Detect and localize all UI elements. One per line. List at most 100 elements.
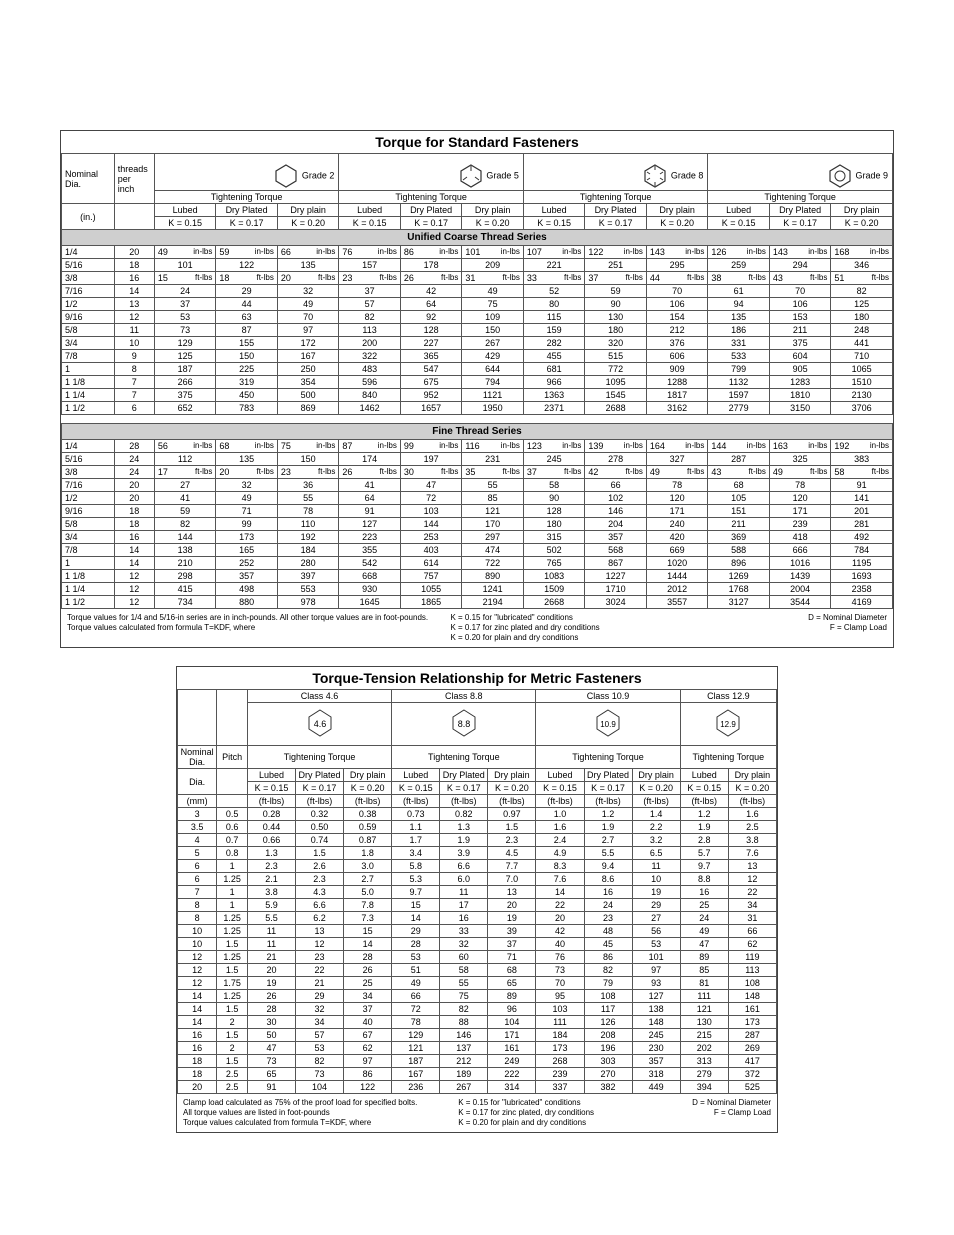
table-row: 141.5283237728296103117138121161 xyxy=(178,1003,777,1016)
hex-icon: 8.8 xyxy=(449,708,479,738)
table2-title: Torque-Tension Relationship for Metric F… xyxy=(177,667,777,689)
table-row: 61.252.12.32.75.36.07.07.68.6108.812 xyxy=(178,873,777,886)
t2-icon-1: 8.8 xyxy=(392,703,536,746)
table-row: 182.5657386167189222239270318279372 xyxy=(178,1068,777,1081)
t1-foot-c1: D = Nominal Diameter xyxy=(728,613,887,623)
hex-icon xyxy=(827,163,853,189)
t1-head-grades: Nominal Dia. threads per inch Grade 2 Gr… xyxy=(62,154,893,191)
t1-fine-body: 1/42856in-lbs68in-lbs75in-lbs87in-lbs99i… xyxy=(62,440,893,609)
table-row: 141.2526293466758995108127111148 xyxy=(178,990,777,1003)
svg-text:12.9: 12.9 xyxy=(721,720,737,729)
t1-tt-1: Tightening Torque xyxy=(339,191,524,204)
t2-icon-0: 4.6 xyxy=(247,703,391,746)
table-row: 7/1620273236414755586678687891 xyxy=(62,479,893,492)
t1-tt-2: Tightening Torque xyxy=(523,191,708,204)
table2: Class 4.6 Class 8.8 Class 10.9 Class 12.… xyxy=(177,689,777,1094)
t2-head-icons: 4.6 8.8 10.9 12.9 xyxy=(178,703,777,746)
t1-head-k: K = 0.15K = 0.17K = 0.20 K = 0.15K = 0.1… xyxy=(62,217,893,230)
t2-foot-b3: K = 0.20 for plain and dry conditions xyxy=(458,1118,646,1128)
t2-icon-2: 10.9 xyxy=(536,703,680,746)
table-row: 181.5738297187212249268303357313417 xyxy=(178,1055,777,1068)
table-row: 1 1/266527838691462165719502371268831622… xyxy=(62,402,893,415)
table-row: 3/41012915517220022726728232037633137544… xyxy=(62,337,893,350)
t1-foot-c2: F = Clamp Load xyxy=(728,623,887,633)
table-row: 1423034407888104111126148130173 xyxy=(178,1016,777,1029)
metric-fasteners-card: Torque-Tension Relationship for Metric F… xyxy=(176,666,778,1133)
table-row: 1/42049in-lbs59in-lbs66in-lbs76in-lbs86i… xyxy=(62,246,893,259)
table-row: 7/1614242932374249525970617082 xyxy=(62,285,893,298)
t1-foot-b2: K = 0.17 for zinc plated and dry conditi… xyxy=(450,623,715,633)
t2-head-k: K = 0.15K = 0.17K = 0.20 K = 0.15K = 0.1… xyxy=(178,782,777,795)
table-row: 3/82417ft-lbs20ft-lbs23ft-lbs26ft-lbs30f… xyxy=(62,466,893,479)
t2-head-tt: Nominal Dia. Pitch Tightening Torque Tig… xyxy=(178,746,777,769)
t2-foot-c2: F = Clamp Load xyxy=(658,1108,771,1118)
t2-footnotes: Clamp load calculated as 75% of the proo… xyxy=(177,1094,777,1132)
t1-fine-header: Fine Thread Series xyxy=(62,424,893,440)
t1-grade9: Grade 9 xyxy=(708,154,893,191)
t1-dia-label: Nominal Dia. xyxy=(62,154,115,204)
table-row: 121.7519212549556570799381108 xyxy=(178,977,777,990)
table-row: 3/41614417319222325329731535742036941849… xyxy=(62,531,893,544)
hex-icon xyxy=(458,163,484,189)
t2-class-3: Class 12.9 xyxy=(680,690,776,703)
table-row: 5/8188299110127144170180204240211239281 xyxy=(62,518,893,531)
table-row: 1 1/812298357397668757890108312271444126… xyxy=(62,570,893,583)
hex-icon: 10.9 xyxy=(593,708,623,738)
table-row: 1 1/872663193545966757949661095128811321… xyxy=(62,376,893,389)
t2-foot-c1: D = Nominal Diameter xyxy=(658,1098,771,1108)
table-row: 9/16125363708292109115130154135153180 xyxy=(62,311,893,324)
t2-foot-a1: Clamp load calculated as 75% of the proo… xyxy=(183,1098,446,1108)
svg-text:4.6: 4.6 xyxy=(313,719,326,729)
table-row: 5/16181011221351571782092212512952592943… xyxy=(62,259,893,272)
t1-tt-3: Tightening Torque xyxy=(708,191,893,204)
t2-icon-3: 12.9 xyxy=(680,703,776,746)
t2-body: 30.50.280.320.380.730.820.971.01.21.41.2… xyxy=(178,808,777,1094)
t1-coarse-body: 1/42049in-lbs59in-lbs66in-lbs76in-lbs86i… xyxy=(62,246,893,415)
table-row: 1 1/212734880978164518652194266830243557… xyxy=(62,596,893,609)
table-row: 121.25212328536071768610189119 xyxy=(178,951,777,964)
table-row: 7/81413816518435540347450256866958866678… xyxy=(62,544,893,557)
hex-icon: 4.6 xyxy=(305,708,335,738)
t2-dia-label: Nominal Dia. xyxy=(178,746,217,769)
t2-head-cond: Nominal Dia.Dia. LubedDry PlatedDry plai… xyxy=(178,769,777,782)
table-row: 1 1/412415498553930105512411509171020121… xyxy=(62,583,893,596)
hex-icon: 12.9 xyxy=(713,708,743,738)
table-row: 161.5505767129146171184208245215287 xyxy=(178,1029,777,1042)
t1-foot-b1: K = 0.15 for "lubricated" conditions xyxy=(450,613,715,623)
table-row: 40.70.660.740.871.71.92.32.42.73.22.83.8 xyxy=(178,834,777,847)
table-row: 162475362121137161173196230202269 xyxy=(178,1042,777,1055)
table-row: 5/16241121351501741972312452783272873253… xyxy=(62,453,893,466)
table-row: 101.251113152933394248564966 xyxy=(178,925,777,938)
hex-icon xyxy=(642,163,668,189)
table-row: 7/89125150167322365429455515606533604710 xyxy=(62,350,893,363)
table1-title: Torque for Standard Fasteners xyxy=(61,131,893,153)
page: Torque for Standard Fasteners Nominal Di… xyxy=(0,0,954,1235)
table-row: 1/22041495564728590102120105120141 xyxy=(62,492,893,505)
t2-foot-b1: K = 0.15 for "lubricated" conditions xyxy=(458,1098,646,1108)
t1-grade8: Grade 8 xyxy=(523,154,708,191)
t1-footnotes: Torque values for 1/4 and 5/16-in series… xyxy=(61,609,893,647)
t2-foot-a2: All torque values are listed in foot-pou… xyxy=(183,1108,446,1118)
t1-head-cond: (in.) LubedDry PlatedDry plain LubedDry … xyxy=(62,204,893,217)
table-row: 5/811738797113128150159180212186211248 xyxy=(62,324,893,337)
table-row: 101.51112142832374045534762 xyxy=(178,938,777,951)
t1-grade5: Grade 5 xyxy=(339,154,524,191)
t1-head-tt: Tightening Torque Tightening Torque Tigh… xyxy=(62,191,893,204)
table-row: 815.96.67.81517202224292534 xyxy=(178,899,777,912)
hex-icon xyxy=(273,163,299,189)
t2-class-1: Class 8.8 xyxy=(392,690,536,703)
t2-pitch-label: Pitch xyxy=(217,746,248,769)
table-row: 9/161859717891103121128146171151171201 xyxy=(62,505,893,518)
t1-foot-b3: K = 0.20 for plain and dry conditions xyxy=(450,633,715,643)
t1-foot-a1: Torque values for 1/4 and 5/16-in series… xyxy=(67,613,438,623)
table-row: 713.84.35.09.711131416191622 xyxy=(178,886,777,899)
t1-dia-unit: (in.) xyxy=(62,204,115,230)
table-row: 1/42856in-lbs68in-lbs75in-lbs87in-lbs99i… xyxy=(62,440,893,453)
table-row: 30.50.280.320.380.730.820.971.01.21.41.2… xyxy=(178,808,777,821)
t2-class-2: Class 10.9 xyxy=(536,690,680,703)
t2-foot-b2: K = 0.17 for zinc plated, dry conditions xyxy=(458,1108,646,1118)
svg-text:10.9: 10.9 xyxy=(600,720,616,729)
standard-fasteners-card: Torque for Standard Fasteners Nominal Di… xyxy=(60,130,894,648)
table-row: 3.50.60.440.500.591.11.31.51.61.92.21.92… xyxy=(178,821,777,834)
table-row: 181872252504835476446817729097999051065 xyxy=(62,363,893,376)
